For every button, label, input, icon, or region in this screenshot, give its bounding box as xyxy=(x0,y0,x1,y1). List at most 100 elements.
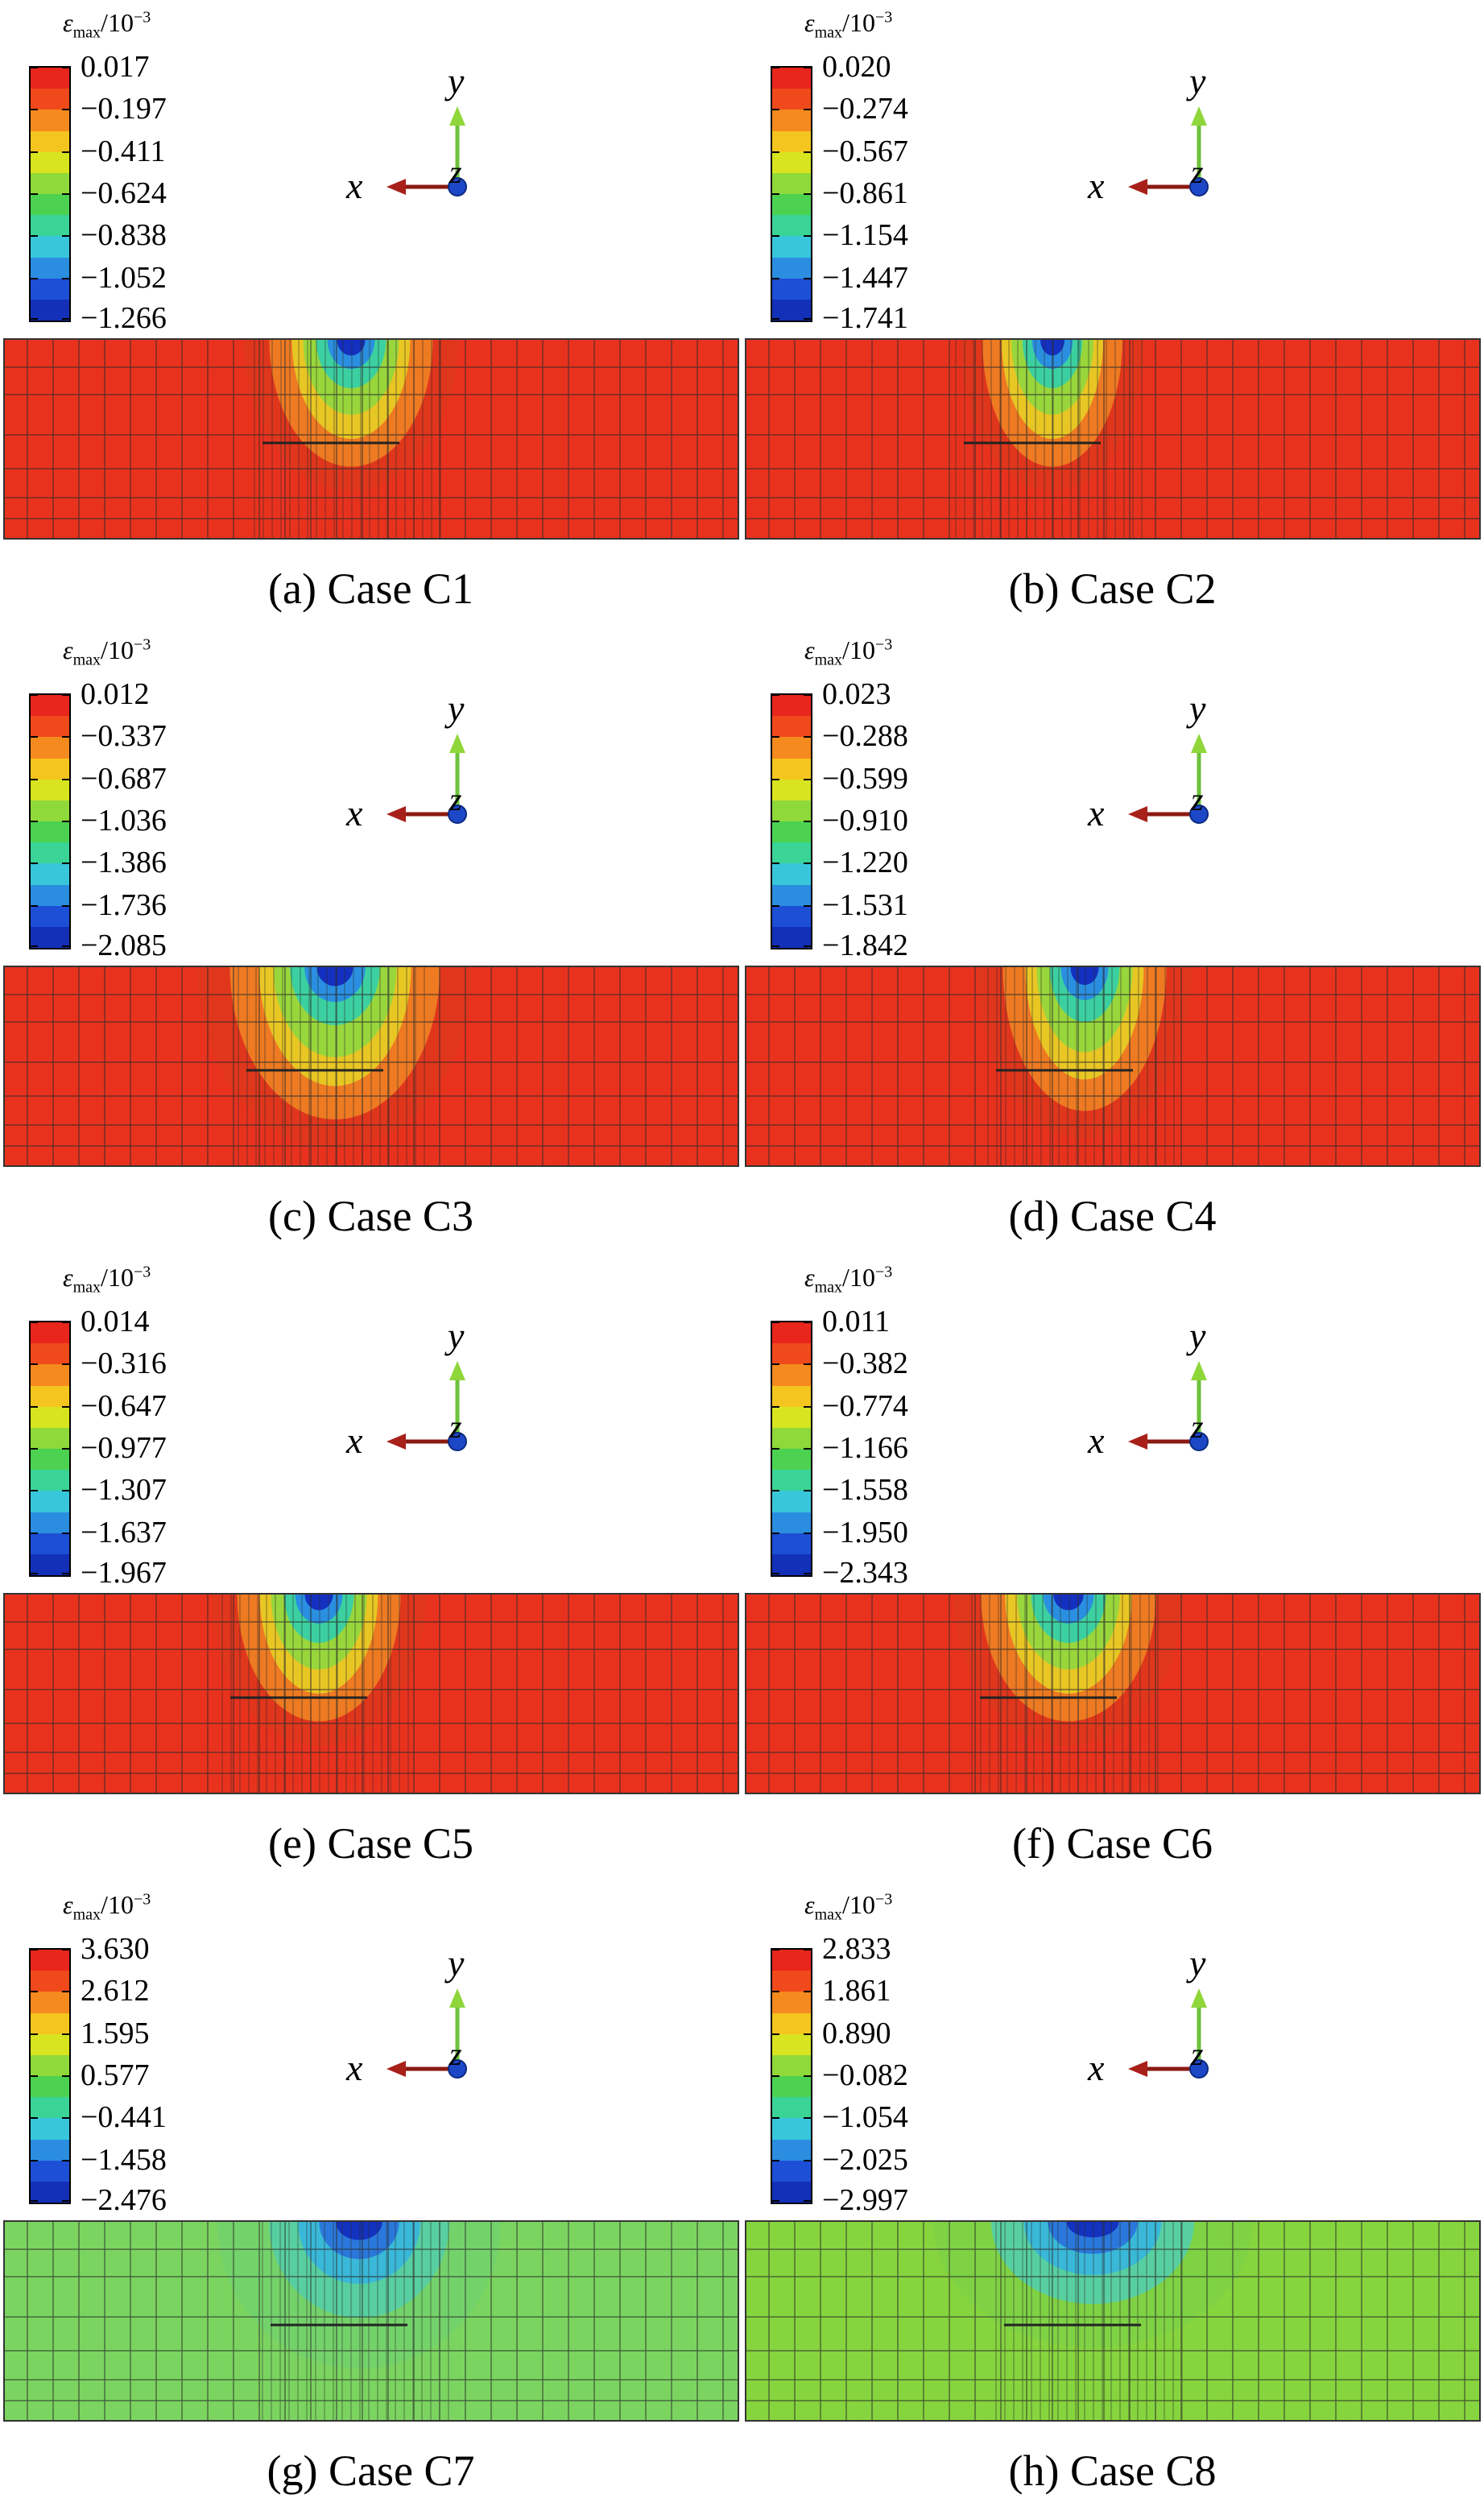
colorbar-tick xyxy=(62,904,69,907)
colorbar-segment xyxy=(31,1427,69,1450)
colorbar-segment xyxy=(31,236,69,259)
strain-contour-plot xyxy=(3,1593,739,1794)
colorbar-tick xyxy=(31,151,38,153)
colorbar-tick xyxy=(62,2159,69,2161)
colorbar-tick-label: −0.411 xyxy=(81,134,166,168)
colorbar-tick xyxy=(31,1448,38,1450)
colorbar-segment xyxy=(772,1427,811,1450)
z-axis-label: z xyxy=(449,154,462,190)
colorbar-tick-label: −1.458 xyxy=(81,2142,167,2177)
colorbar-tick xyxy=(62,151,69,153)
colorbar-tick xyxy=(31,1490,38,1492)
y-arrow-head xyxy=(1191,1988,1207,2008)
legend-unit: /10 xyxy=(842,8,875,37)
y-axis-label: y xyxy=(1189,688,1206,729)
colorbar-tick xyxy=(31,1991,38,1993)
mesh-grid xyxy=(746,2222,1479,2420)
colorbar-segment xyxy=(31,2181,69,2203)
colorbar-tick xyxy=(31,2033,38,2035)
mesh-grid xyxy=(746,1595,1479,1793)
panel-caption: (d) Case C4 xyxy=(1008,1192,1217,1240)
colorbar-tick-label: −0.288 xyxy=(822,719,908,754)
colorbar-tick-label: −1.637 xyxy=(81,1515,167,1549)
y-axis-label: y xyxy=(448,688,465,729)
colorbar-tick xyxy=(62,109,69,111)
colorbar-segment xyxy=(31,1343,69,1366)
colorbar-tick xyxy=(804,1490,811,1492)
colorbar-tick xyxy=(772,1405,779,1408)
colorbar-tick xyxy=(31,863,38,865)
colorbar-tick xyxy=(772,2117,779,2120)
colorbar-segment xyxy=(772,779,811,801)
colorbar-segment xyxy=(772,172,811,195)
colorbar xyxy=(771,693,812,949)
colorbar-tick xyxy=(804,318,811,320)
colorbar-tick xyxy=(62,2075,69,2077)
colorbar-segment xyxy=(772,905,811,928)
colorbar-tick-label: −0.647 xyxy=(81,1388,167,1423)
z-axis-dot xyxy=(1189,177,1209,196)
z-axis-dot xyxy=(1189,1432,1209,1451)
legend-symbol: ε xyxy=(63,1263,73,1292)
colorbar-tick-label: −1.166 xyxy=(822,1431,908,1465)
colorbar-tick-label: −0.687 xyxy=(81,761,167,796)
colorbar-tick-label: 0.011 xyxy=(822,1305,891,1338)
colorbar-segment xyxy=(31,2033,69,2056)
contour-graphic xyxy=(746,1595,1479,1793)
legend-unit: /10 xyxy=(101,1890,134,1919)
axes-triad: y x z xyxy=(346,676,507,845)
y-axis-label: y xyxy=(1189,1315,1206,1356)
z-axis-dot xyxy=(448,177,467,196)
legend-title: εmax/10−3 xyxy=(804,1890,892,1924)
colorbar-tick xyxy=(62,2117,69,2120)
x-axis-label: x xyxy=(1088,1420,1105,1461)
colorbar-segment xyxy=(31,2160,69,2182)
legend-subscript: max xyxy=(814,1278,843,1297)
colorbar-tick xyxy=(772,1448,779,1450)
colorbar-segment xyxy=(772,2076,811,2099)
colorbar-segment xyxy=(772,2054,811,2077)
colorbar-tick xyxy=(62,736,69,738)
colorbar-tick xyxy=(804,904,811,907)
contour-graphic xyxy=(746,2222,1479,2420)
colorbar-segment xyxy=(31,2054,69,2077)
strain-contour-plot xyxy=(745,1593,1481,1794)
colorbar-tick xyxy=(772,2033,779,2035)
colorbar-tick-label: −0.337 xyxy=(81,719,167,754)
legend-exponent: −3 xyxy=(874,8,893,27)
colorbar-tick-label: −0.082 xyxy=(822,2058,908,2092)
colorbar-segment xyxy=(772,2097,811,2120)
colorbar xyxy=(771,66,812,322)
colorbar-segment xyxy=(772,1491,811,1513)
x-axis-label: x xyxy=(1088,165,1105,206)
y-arrow-head xyxy=(1191,734,1207,753)
z-axis-label: z xyxy=(1191,154,1204,190)
axes-triad-graphic xyxy=(387,734,467,824)
legend-title: εmax/10−3 xyxy=(63,8,151,42)
colorbar-tick xyxy=(31,2117,38,2120)
colorbar-tick xyxy=(804,778,811,780)
legend-title: εmax/10−3 xyxy=(63,635,151,669)
legend-symbol: ε xyxy=(804,1263,815,1292)
colorbar-tick-label: 2.833 xyxy=(822,1932,891,1966)
colorbar-tick-label: 1.595 xyxy=(81,2016,150,2050)
colorbar-tick xyxy=(804,695,811,696)
x-arrow-head xyxy=(1128,806,1147,822)
colorbar-tick xyxy=(772,2075,779,2077)
legend-subscript: max xyxy=(814,651,843,669)
colorbar-tick xyxy=(772,277,779,279)
colorbar-tick-label: −0.774 xyxy=(822,1388,908,1423)
colorbar-tick xyxy=(804,2117,811,2120)
colorbar-tick xyxy=(772,1363,779,1366)
colorbar-tick xyxy=(31,904,38,907)
axes-triad-graphic xyxy=(387,1988,467,2079)
strain-contour-band xyxy=(319,2222,399,2260)
colorbar-segment xyxy=(31,151,69,174)
colorbar-tick-label: 0.014 xyxy=(81,1305,150,1338)
colorbar-tick-label: −1.154 xyxy=(822,218,908,253)
z-axis-dot xyxy=(1189,805,1209,824)
colorbar-tick-label: −0.624 xyxy=(81,176,167,210)
mesh-grid xyxy=(5,2222,738,2420)
contour-graphic xyxy=(5,340,738,538)
colorbar xyxy=(29,693,71,949)
